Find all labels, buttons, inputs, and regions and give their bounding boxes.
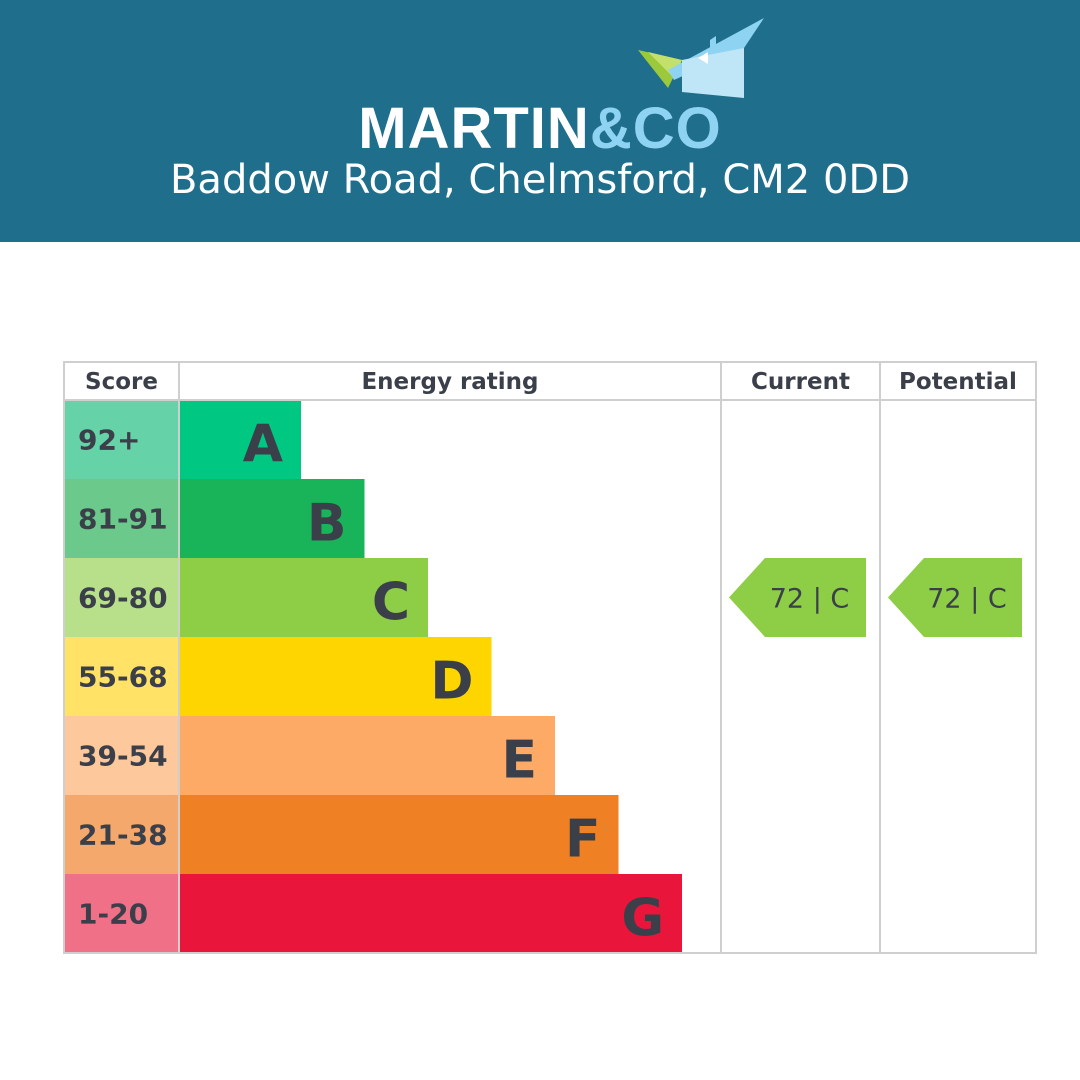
score-label: 21-38 — [78, 819, 168, 852]
rating-letter: G — [621, 889, 664, 949]
score-label: 92+ — [78, 424, 140, 457]
rating-letter: A — [243, 415, 283, 475]
rating-bar — [179, 558, 428, 637]
table-border — [63, 361, 1037, 954]
rating-letter: F — [565, 810, 601, 870]
score-label: 39-54 — [78, 740, 168, 773]
column-header: Potential — [899, 369, 1017, 395]
column-header: Energy rating — [361, 369, 538, 395]
score-label: 69-80 — [78, 582, 168, 615]
rating-letter: D — [430, 652, 473, 712]
brand-name: MARTIN&CO — [0, 96, 1080, 162]
score-label: 1-20 — [78, 898, 148, 931]
header-banner — [0, 0, 1080, 242]
potential-rating-label: 72 | C — [927, 584, 1006, 615]
potential-rating-arrow — [888, 558, 1022, 637]
rating-bar — [179, 874, 682, 953]
score-cell — [64, 479, 179, 558]
score-cell — [64, 400, 179, 479]
office-address: Baddow Road, Chelmsford, CM2 0DD — [169, 157, 911, 203]
column-header: Score — [85, 369, 158, 395]
current-rating-arrow — [729, 558, 866, 637]
score-label: 55-68 — [78, 661, 168, 694]
score-cell — [64, 558, 179, 637]
house-logo-icon — [638, 18, 764, 98]
rating-bar — [179, 400, 301, 479]
score-label: 81-91 — [78, 503, 168, 536]
brand-name-main: MARTIN — [358, 96, 590, 161]
score-cell — [64, 874, 179, 953]
rating-letter: B — [307, 494, 347, 554]
brand-name-accent: &CO — [589, 96, 722, 161]
score-cell — [64, 795, 179, 874]
brand-block: MARTIN&CO Baddow Road, Chelmsford, CM2 0… — [0, 0, 1080, 242]
rating-letter: E — [501, 731, 537, 791]
column-header: Current — [751, 369, 850, 395]
rating-bar — [179, 479, 365, 558]
rating-letter: C — [372, 573, 410, 633]
rating-bar — [179, 637, 492, 716]
score-cell — [64, 637, 179, 716]
rating-bar — [179, 716, 555, 795]
score-cell — [64, 716, 179, 795]
rating-bar — [179, 795, 619, 874]
current-rating-label: 72 | C — [770, 584, 849, 615]
